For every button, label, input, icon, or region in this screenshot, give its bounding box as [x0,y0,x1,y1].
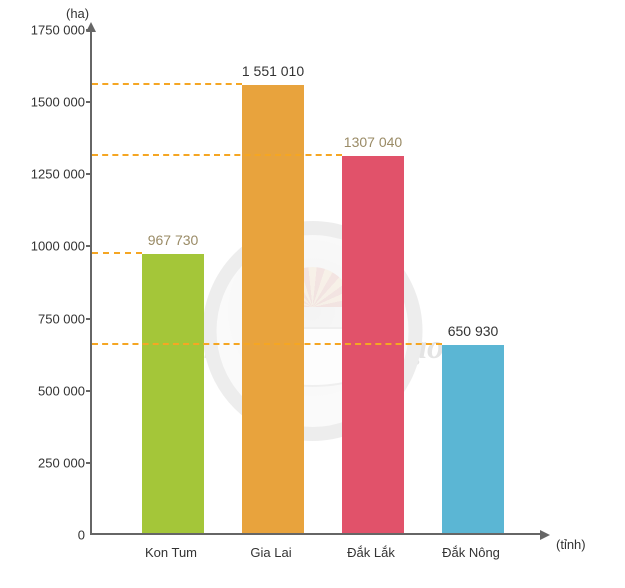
y-tick-mark [86,390,92,392]
category-label: Kon Tum [145,545,197,560]
bar [242,85,304,533]
y-axis-title: (ha) [66,6,89,21]
y-tick-mark [86,29,92,31]
y-tick-label: 0 [5,528,85,543]
x-axis-arrow-icon [540,530,550,540]
bar-value-label: 650 930 [448,323,499,339]
y-tick-mark [86,101,92,103]
bar-value-label: 1 551 010 [242,63,304,79]
y-tick-mark [86,462,92,464]
y-tick-mark [86,318,92,320]
y-tick-label: 1750 000 [5,23,85,38]
guide-line [92,83,242,85]
guide-line [92,154,342,156]
y-tick-label: 1000 000 [5,239,85,254]
category-label: Đắk Nông [442,545,500,560]
bar-chart: Chân trời sáng tạo (ha) 967 7301 551 010… [0,0,625,588]
bar [442,345,504,533]
y-tick-mark [86,245,92,247]
category-label: Đắk Lắk [347,545,395,560]
x-axis-title: (tỉnh) [556,537,586,552]
bar [142,254,204,533]
plot-area: 967 730 1 551 010 1307 040 650 930 [90,30,540,535]
y-tick-label: 1500 000 [5,95,85,110]
y-tick-label: 1250 000 [5,167,85,182]
bar-value-label: 1307 040 [344,134,402,150]
y-tick-label: 750 000 [5,311,85,326]
guide-line [92,252,142,254]
category-label: Gia Lai [250,545,291,560]
guide-line [92,343,442,345]
y-tick-label: 250 000 [5,455,85,470]
y-tick-label: 500 000 [5,383,85,398]
bar-value-label: 967 730 [148,232,199,248]
y-tick-mark [86,173,92,175]
